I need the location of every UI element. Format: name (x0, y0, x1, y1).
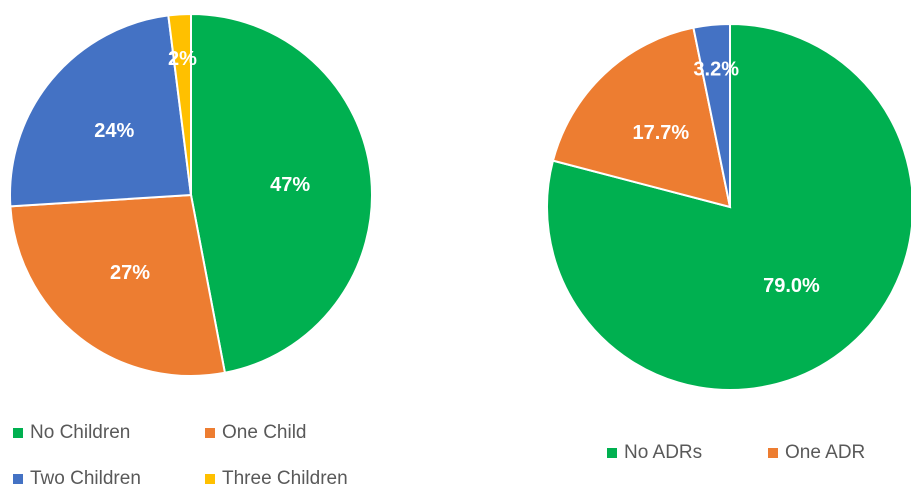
pie-slice (190, 12, 373, 374)
slice-label: 27% (110, 262, 150, 284)
legend-swatch (13, 474, 23, 484)
legend-swatch (205, 474, 215, 484)
legend-swatch (205, 428, 215, 438)
pie-slice (551, 26, 732, 209)
legend-label: Three Children (222, 468, 348, 487)
slice-label: 24% (94, 120, 134, 142)
legend-label: One Child (222, 422, 307, 443)
legend-label: No Children (30, 422, 130, 443)
legend-label: Two Children (30, 468, 141, 487)
pie-slice (167, 12, 192, 196)
pie-slice (9, 14, 193, 208)
slice-label: 3.2% (693, 59, 739, 81)
legend-label: No ADRs (624, 442, 702, 463)
slice-label: 2% (168, 48, 197, 70)
slice-label: 79.0% (763, 275, 820, 297)
legend-swatch (607, 448, 617, 458)
legend-label: One ADR (785, 442, 865, 463)
slice-label: 47% (270, 174, 310, 196)
pie-slice (692, 22, 731, 208)
pie-slice (9, 193, 227, 377)
legend-swatch (768, 448, 778, 458)
slice-label: 17.7% (632, 122, 689, 144)
legend-swatch (13, 428, 23, 438)
